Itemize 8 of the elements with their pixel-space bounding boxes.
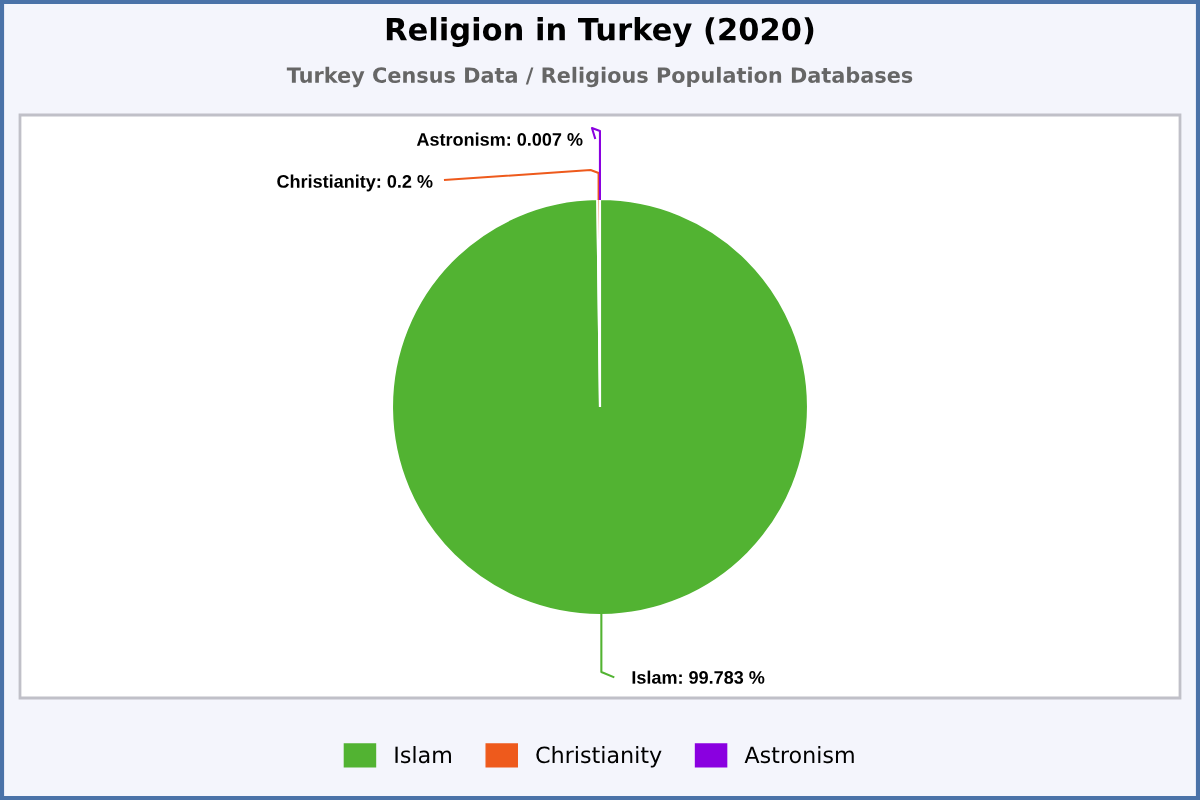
chart-title: Religion in Turkey (2020) [386, 17, 814, 47]
legend-label: Astronism [744, 746, 854, 764]
legend-label: Christianity [536, 746, 662, 768]
data-label: Astronism: 0.007 % [416, 132, 583, 146]
legend-label: Islam [395, 746, 451, 764]
data-label: Islam: 99.783 % [632, 670, 765, 684]
chart-subtitle: Turkey Census Data / Religious Population Databases [286, 66, 913, 88]
data-label: Christianity: 0.2 % [277, 174, 433, 192]
